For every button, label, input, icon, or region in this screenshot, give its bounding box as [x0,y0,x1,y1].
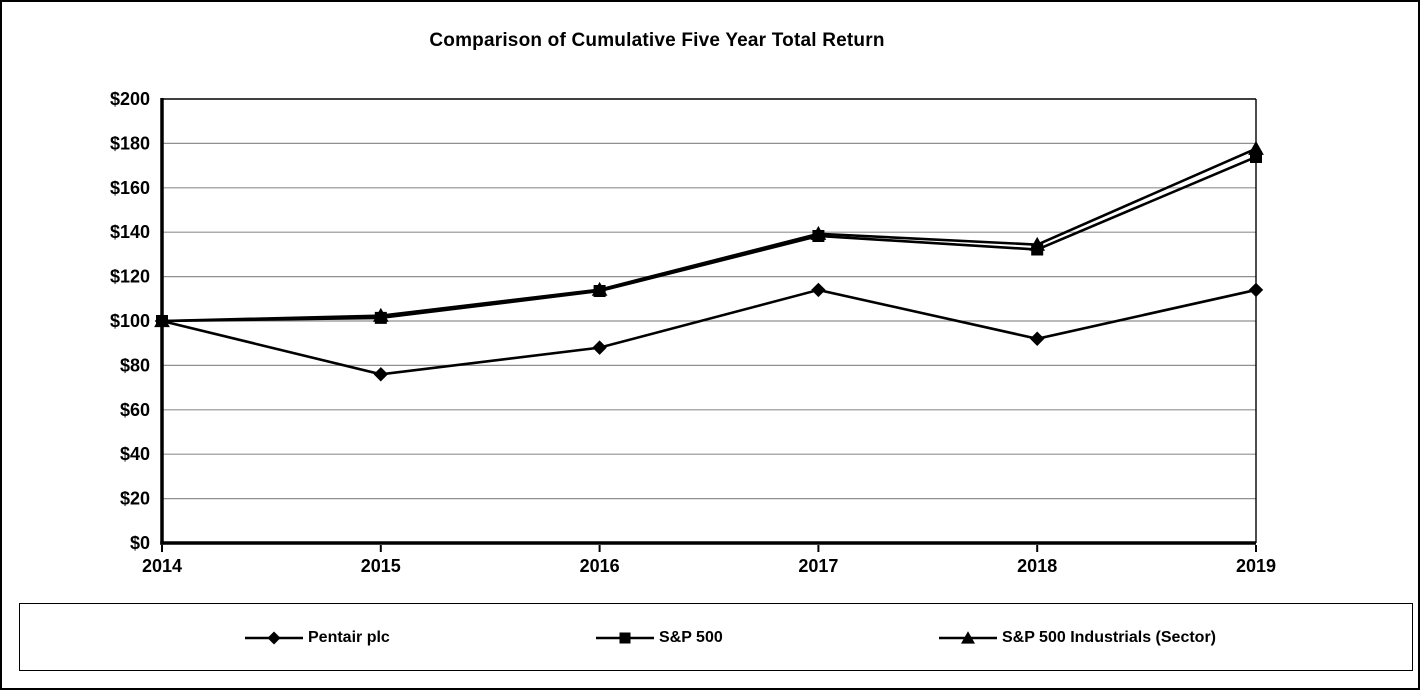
y-axis-tick-label: $0 [130,533,150,553]
y-axis-tick-label: $200 [110,89,150,109]
series-marker-pentair-plc [592,340,607,355]
series-line-pentair-plc [161,288,1257,376]
series-marker-s-p-500 [374,311,387,324]
series-marker-s-p-500 [593,285,606,298]
y-axis-tick-label: $60 [120,400,150,420]
series-marker-s-p-500 [812,229,825,242]
series-marker-pentair-plc [1248,282,1264,298]
x-axis-tick-label: 2014 [142,556,182,576]
y-axis-tick-label: $100 [110,311,150,331]
series-marker-s-p-500 [1250,150,1262,163]
series-line-s-p-500-industrials-sector [161,147,1257,323]
y-axis-tick-label: $80 [120,355,150,375]
y-axis-tick-label: $40 [120,444,150,464]
legend-label: Pentair plc [308,629,390,646]
y-axis-tick-label: $160 [110,178,150,198]
y-axis-tick-label: $140 [110,222,150,242]
series-marker-s-p-500 [1031,243,1044,256]
y-axis-tick-label: $180 [110,133,150,153]
series-marker-pentair-plc [811,282,826,298]
legend-item-1: Pentair plc [245,629,390,647]
chart-title: Comparison of Cumulative Five Year Total… [429,30,885,51]
chart-legend: Pentair plc S&P 500 S&P 500 Industrials (S… [19,603,1413,671]
series-line-s-p-500 [161,155,1257,323]
diamond-legend-marker-icon [245,631,303,645]
y-axis-tick-label: $120 [110,267,150,287]
legend-label: S&P 500 [659,629,723,646]
series-marker-pentair-plc [1029,331,1045,346]
x-axis-tick-label: 2015 [361,556,401,576]
legend-item-3: S&P 500 Industrials (Sector) [939,629,1216,647]
legend-item-2: S&P 500 [596,629,723,647]
legend-label: S&P 500 Industrials (Sector) [1002,629,1216,646]
square-legend-marker-icon [596,632,654,644]
x-axis-tick-label: 2019 [1236,556,1276,576]
x-axis-tick-label: 2018 [1017,556,1057,576]
triangle-legend-marker-icon [939,631,997,644]
x-axis-tick-label: 2017 [798,556,838,576]
series-marker-pentair-plc [154,313,170,329]
y-axis-tick-label: $20 [120,489,150,509]
series-marker-pentair-plc [373,367,389,382]
x-axis-tick-label: 2016 [580,556,620,576]
